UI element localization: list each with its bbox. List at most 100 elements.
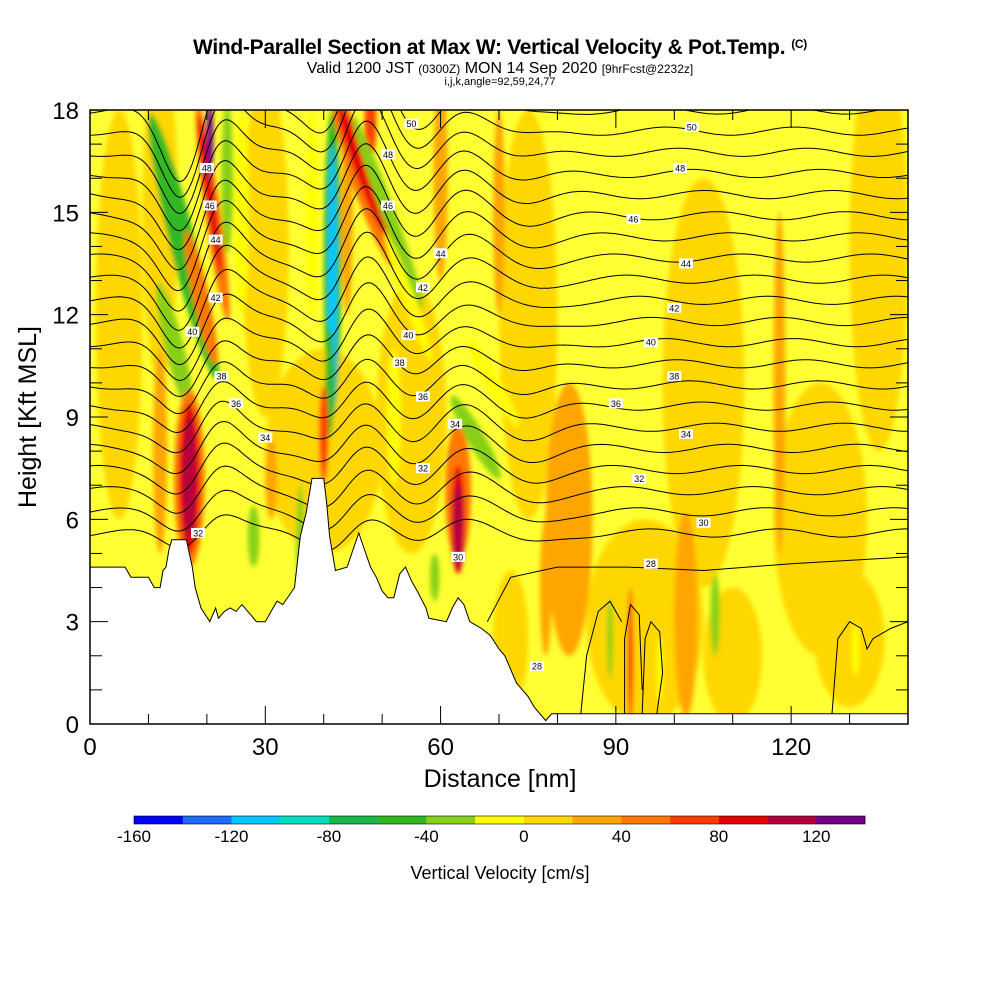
contour-label: 46 <box>626 214 641 225</box>
colorbar <box>133 815 866 825</box>
contour-label-text: 40 <box>403 331 413 341</box>
theta-contour <box>90 164 908 271</box>
velocity-cell <box>674 512 698 718</box>
contour-label-text: 28 <box>532 662 542 672</box>
contour-label-text: 34 <box>681 430 691 440</box>
vertical-velocity-field <box>95 110 908 724</box>
colorbar-tick: 120 <box>802 827 831 846</box>
contour-label: 38 <box>214 371 229 382</box>
contour-label-text: 32 <box>634 474 644 484</box>
y-tick-labels: 0 3 6 9 12 15 18 <box>52 98 79 739</box>
contour-label-text: 50 <box>687 123 697 133</box>
velocity-cell <box>628 631 633 714</box>
colorbar-tick: -80 <box>316 827 342 846</box>
velocity-cell <box>430 553 440 602</box>
contour-label: 36 <box>416 391 431 402</box>
colorbar-segment <box>816 816 866 824</box>
contour-label-text: 46 <box>205 201 215 211</box>
y-tick-label: 3 <box>66 610 79 637</box>
theta-contour <box>90 334 908 397</box>
y-tick-label: 18 <box>52 98 79 125</box>
velocity-cell <box>450 395 501 480</box>
theta-contour <box>90 110 908 215</box>
contour-label: 30 <box>696 517 711 528</box>
contour-label: 28 <box>529 661 544 672</box>
velocity-cell <box>319 386 329 482</box>
velocity-cell <box>466 338 520 428</box>
theta-contour <box>90 282 908 366</box>
velocity-cell <box>155 282 194 416</box>
velocity-cell <box>662 178 745 588</box>
y-tick-label: 0 <box>66 712 79 739</box>
colorbar-tick: -120 <box>214 827 249 846</box>
contour-label-text: 38 <box>395 358 405 368</box>
velocity-cell <box>814 570 885 707</box>
theta-contour <box>90 110 908 198</box>
contour-label-text: 36 <box>418 392 428 402</box>
x-axis-label: Distance [nm] <box>423 765 577 793</box>
contour-label: 42 <box>208 292 223 303</box>
velocity-cell <box>453 481 463 571</box>
velocity-cell <box>586 519 704 724</box>
velocity-cell <box>384 233 433 362</box>
theta-contour <box>90 186 908 292</box>
contour-label: 32 <box>632 473 647 484</box>
contour-label: 34 <box>258 432 273 443</box>
contour-label: 40 <box>401 330 416 341</box>
contour-label: 44 <box>208 234 223 245</box>
contour-label-text: 42 <box>669 303 679 313</box>
contour-label-text: 46 <box>383 201 393 211</box>
velocity-cell <box>773 212 786 554</box>
theta-contour <box>90 400 908 454</box>
contour-label: 40 <box>643 336 658 347</box>
contour-label-text: 48 <box>675 163 685 173</box>
contour-label: 44 <box>433 248 448 259</box>
contour-label: 34 <box>448 418 463 429</box>
contour-label-text: 38 <box>669 372 679 382</box>
colorbar-tick: 40 <box>611 827 631 846</box>
x-tick-label: 0 <box>83 734 96 761</box>
velocity-cell <box>265 437 277 520</box>
contour-label-text: 38 <box>216 372 226 382</box>
theta-contour <box>90 381 908 434</box>
theta-contour <box>831 621 908 714</box>
theta-contour <box>90 120 908 232</box>
y-tick-label: 6 <box>66 507 79 534</box>
axis-ticks <box>89 109 909 725</box>
colorbar-segment <box>231 816 281 824</box>
theta-contour <box>580 600 623 714</box>
theta-contour <box>90 208 908 312</box>
velocity-cell <box>337 110 387 233</box>
contour-label-text: 46 <box>628 215 638 225</box>
velocity-cell <box>184 230 218 365</box>
contour-label: 36 <box>608 398 623 409</box>
colorbar-segment <box>572 816 622 824</box>
valid-utc: (0300Z) <box>418 62 461 76</box>
theta-contour <box>90 420 908 475</box>
contour-label-text: 40 <box>646 337 656 347</box>
contour-label: 50 <box>684 122 699 133</box>
contour-label-text: 34 <box>450 419 460 429</box>
contour-label-text: 32 <box>418 464 428 474</box>
contour-label: 46 <box>202 200 217 211</box>
colorbar-tick: -40 <box>414 827 439 846</box>
contour-label-text: 48 <box>202 163 212 173</box>
copyright-mark: (C) <box>791 37 807 51</box>
contour-label: 48 <box>380 149 395 160</box>
contour-label-text: 44 <box>211 235 221 245</box>
y-tick-label: 12 <box>52 303 79 330</box>
contour-label: 30 <box>451 551 466 562</box>
colorbar-segment <box>767 816 817 824</box>
colorbar-segment <box>523 816 573 824</box>
contour-label: 36 <box>229 398 244 409</box>
colorbar-segment <box>475 816 525 824</box>
x-tick-labels: 0 30 60 90 120 <box>83 734 811 761</box>
colorbar-segment <box>182 816 232 824</box>
section-indices: i,j,k,angle=92,59,24,77 <box>444 76 556 88</box>
colorbar-segment <box>718 816 768 824</box>
potential-temperature-contours <box>90 110 908 714</box>
chart-subtitle: Valid 1200 JST (0300Z) MON 14 Sep 2020 [… <box>0 60 1000 78</box>
contour-label: 40 <box>185 326 200 337</box>
contour-label: 34 <box>678 429 693 440</box>
